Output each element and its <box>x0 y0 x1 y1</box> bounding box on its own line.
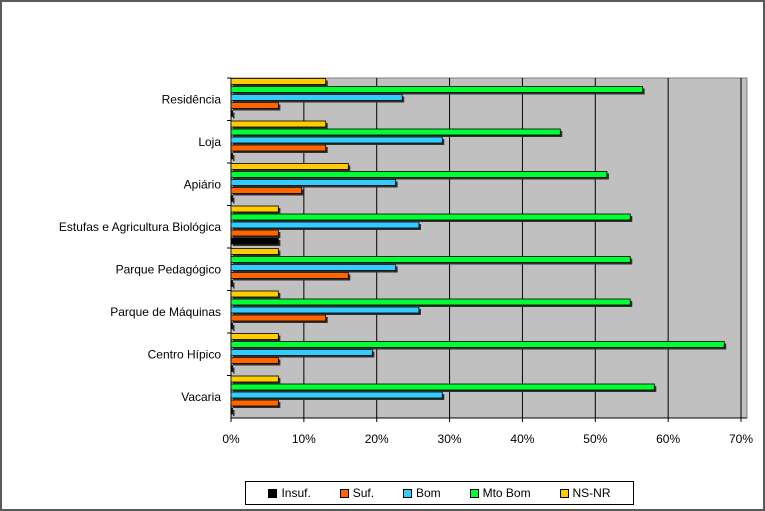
bar-suf <box>230 102 279 109</box>
legend-swatch <box>402 488 412 498</box>
legend-label: Suf. <box>352 486 375 500</box>
bar-insuf <box>230 322 233 330</box>
bar-bom <box>230 221 420 229</box>
bar-mto-bom <box>230 213 631 221</box>
y-tick-label: Parque Pedagógico <box>116 262 222 276</box>
bar-suf <box>230 229 279 237</box>
bar-insuf <box>230 365 233 372</box>
bar-insuf-shadow <box>233 155 235 161</box>
bar-bom <box>230 306 420 314</box>
y-tick-label: Loja <box>198 135 221 149</box>
bar-mto-bom <box>230 341 725 348</box>
x-tick-label: 20% <box>365 432 389 446</box>
bar-insuf <box>230 152 233 160</box>
bar-mto-bom <box>230 171 608 178</box>
legend-item: Suf. <box>339 486 375 500</box>
bar-bom <box>230 349 373 356</box>
bar-mto-bom <box>230 256 631 263</box>
legend-item: NS-NR <box>559 486 611 500</box>
bar-insuf-shadow <box>233 282 235 289</box>
bar-suf <box>230 187 303 194</box>
x-tick-label: 10% <box>292 432 316 446</box>
legend-item: Insuf. <box>268 486 311 500</box>
bar-bom <box>230 264 397 271</box>
legend-swatch <box>559 488 569 498</box>
bar-insuf-shadow <box>233 367 235 374</box>
bar-mto-bom <box>230 383 655 391</box>
legend-label: Bom <box>415 486 441 500</box>
y-tick-label: Estufas e Agricultura Biológica <box>59 220 221 234</box>
bar-bom <box>230 391 443 399</box>
plot-area: 0% 10% 20% 30% 40% 50% 60% 70% Residência Loja Api… <box>59 77 753 446</box>
legend-swatch <box>268 488 278 498</box>
legend-label: Insuf. <box>281 486 311 500</box>
bar-ns-nr <box>230 78 327 85</box>
bar-insuf <box>230 110 233 117</box>
bar-insuf <box>230 280 233 287</box>
bar-insuf <box>230 237 279 245</box>
bar-mto-bom <box>230 86 644 93</box>
bar-mto-bom <box>230 128 561 136</box>
y-tick-label: Vacaria <box>181 390 221 404</box>
bar-ns-nr <box>230 205 279 213</box>
bar-bom <box>230 179 397 186</box>
x-tick-label: 70% <box>729 432 753 446</box>
y-tick-label: Apiário <box>184 177 222 191</box>
x-tick-label: 30% <box>438 432 462 446</box>
legend: Insuf. Suf. Bom Mto Bom NS-NR <box>245 481 634 505</box>
y-tick-label: Parque de Máquinas <box>110 305 221 319</box>
bar-ns-nr <box>230 120 327 128</box>
legend-swatch <box>339 488 349 498</box>
legend-swatch <box>469 488 479 498</box>
bar-insuf-shadow <box>233 410 235 416</box>
x-tick-label: 50% <box>583 432 607 446</box>
legend-item: Mto Bom <box>469 486 531 500</box>
bar-bom <box>230 136 443 144</box>
bar-ns-nr <box>230 333 279 340</box>
bar-suf <box>230 272 349 279</box>
bar-ns-nr <box>230 163 349 170</box>
legend-item: Bom <box>402 486 441 500</box>
bar-ns-nr <box>230 248 279 255</box>
legend-label: NS-NR <box>572 486 611 500</box>
x-tick-label: 0% <box>222 432 240 446</box>
bar-bom <box>230 94 403 101</box>
x-tick-label: 60% <box>656 432 680 446</box>
bar-insuf <box>230 195 233 202</box>
bar-mto-bom <box>230 298 631 306</box>
bar-suf <box>230 314 327 322</box>
bar-ns-nr <box>230 375 279 383</box>
bar-insuf-shadow <box>233 112 235 119</box>
bar-suf <box>230 144 327 152</box>
bar-insuf-shadow <box>233 197 235 204</box>
bar-ns-nr <box>230 290 279 298</box>
legend-label: Mto Bom <box>482 486 531 500</box>
bar-insuf-shadow <box>233 325 235 331</box>
y-tick-label: Residência <box>162 92 222 106</box>
bar-suf <box>230 399 279 407</box>
y-tick-label: Centro Hípico <box>148 347 222 361</box>
bar-suf <box>230 357 279 364</box>
bar-insuf <box>230 407 233 415</box>
x-tick-label: 40% <box>510 432 534 446</box>
